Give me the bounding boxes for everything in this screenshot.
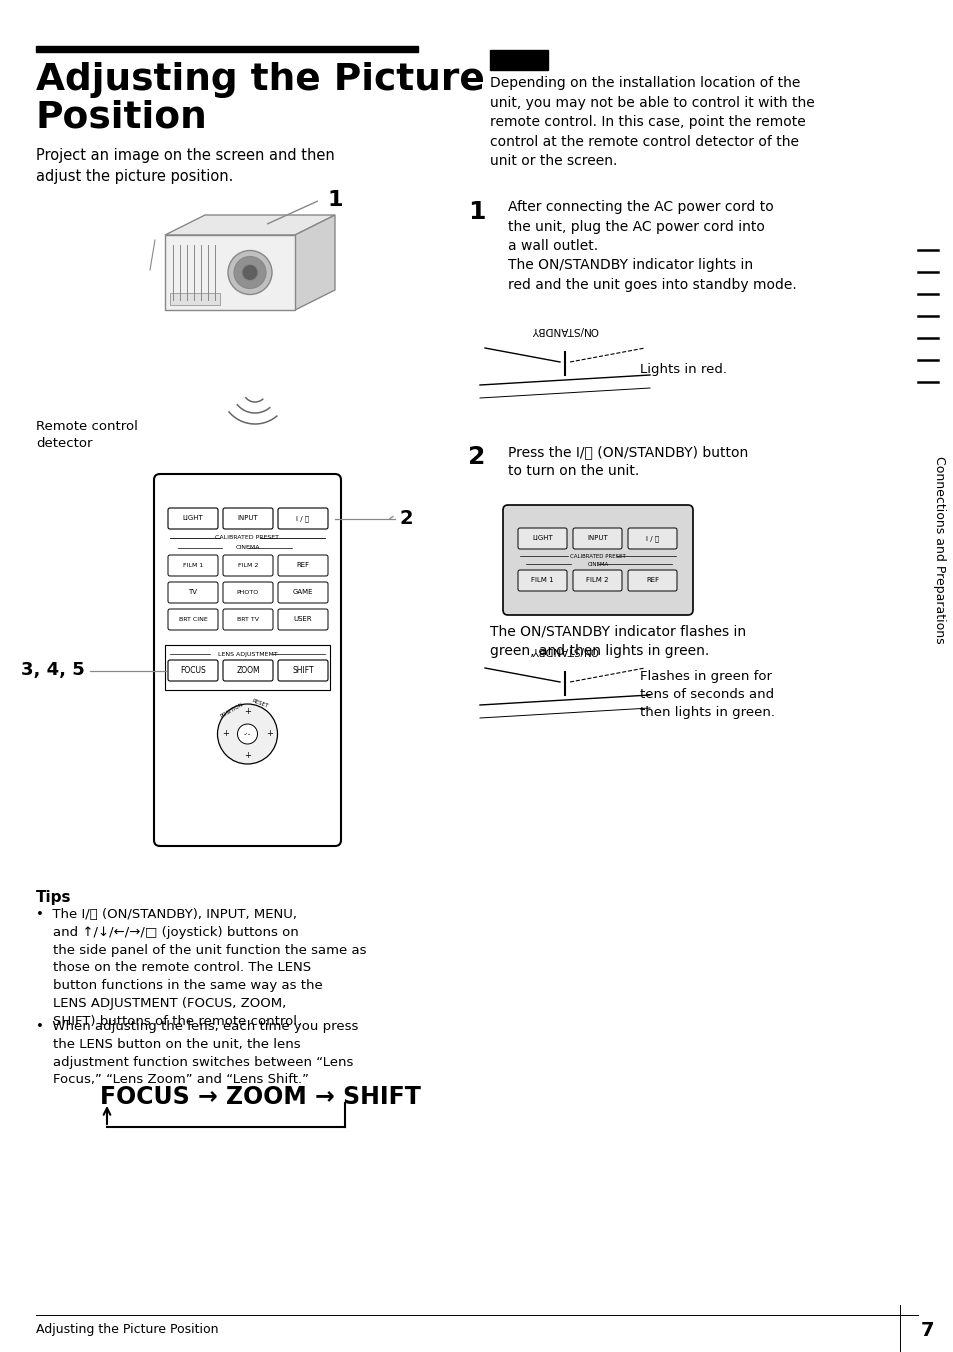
Text: POSITION: POSITION <box>219 702 244 719</box>
FancyBboxPatch shape <box>277 608 328 630</box>
Text: FILM 1: FILM 1 <box>183 562 203 568</box>
Text: I / ⏻: I / ⏻ <box>296 515 309 522</box>
Text: ON/STANDBY: ON/STANDBY <box>531 645 598 654</box>
Text: After connecting the AC power cord to
the unit, plug the AC power cord into
a wa: After connecting the AC power cord to th… <box>507 200 796 292</box>
Text: CINEMA: CINEMA <box>587 562 608 566</box>
Text: Connections and Preparations: Connections and Preparations <box>933 456 945 644</box>
Polygon shape <box>165 215 335 235</box>
Text: ON/STANDBY: ON/STANDBY <box>531 324 598 335</box>
FancyBboxPatch shape <box>168 556 218 576</box>
Text: FOCUS → ZOOM → SHIFT: FOCUS → ZOOM → SHIFT <box>100 1086 420 1109</box>
Text: 1: 1 <box>468 200 485 224</box>
Text: Press the I/⏻ (ON/STANDBY) button
to turn on the unit.: Press the I/⏻ (ON/STANDBY) button to tur… <box>507 445 747 479</box>
FancyBboxPatch shape <box>277 508 328 529</box>
Text: I / ⏻: I / ⏻ <box>645 535 659 542</box>
Bar <box>170 293 220 306</box>
Text: Flashes in green for
tens of seconds and
then lights in green.: Flashes in green for tens of seconds and… <box>639 671 774 719</box>
Text: FILM 2: FILM 2 <box>237 562 258 568</box>
Text: +: + <box>244 752 251 760</box>
Text: USER: USER <box>294 617 312 622</box>
Bar <box>36 46 417 51</box>
FancyBboxPatch shape <box>223 660 273 681</box>
Text: Remote control
detector: Remote control detector <box>36 420 138 450</box>
Text: 1: 1 <box>328 191 343 210</box>
Text: Note: Note <box>494 54 529 68</box>
Text: CALIBRATED PRESET: CALIBRATED PRESET <box>215 535 279 539</box>
Text: Depending on the installation location of the
unit, you may not be able to contr: Depending on the installation location o… <box>490 76 814 168</box>
Text: TV: TV <box>189 589 197 595</box>
Text: Lights in red.: Lights in red. <box>639 364 726 376</box>
FancyBboxPatch shape <box>627 529 677 549</box>
FancyBboxPatch shape <box>223 556 273 576</box>
FancyBboxPatch shape <box>168 608 218 630</box>
Text: ZOOM: ZOOM <box>236 667 259 675</box>
Circle shape <box>228 250 272 295</box>
Text: Adjusting the Picture: Adjusting the Picture <box>36 62 484 97</box>
Circle shape <box>233 257 266 288</box>
Text: BRT TV: BRT TV <box>236 617 258 622</box>
FancyBboxPatch shape <box>223 581 273 603</box>
FancyBboxPatch shape <box>517 571 566 591</box>
Text: •  The I/⏻ (ON/STANDBY), INPUT, MENU,
    and ↑/↓/←/→/□ (joystick) buttons on
  : • The I/⏻ (ON/STANDBY), INPUT, MENU, and… <box>36 909 366 1028</box>
Text: PHOTO: PHOTO <box>236 589 259 595</box>
FancyBboxPatch shape <box>627 571 677 591</box>
Circle shape <box>242 265 257 280</box>
Text: CALIBRATED PRESET: CALIBRATED PRESET <box>570 554 625 558</box>
Text: -·-: -·- <box>244 731 251 737</box>
Polygon shape <box>294 215 335 310</box>
Text: REF: REF <box>296 562 309 568</box>
Text: SHIFT: SHIFT <box>292 667 314 675</box>
Text: RESET: RESET <box>252 699 269 708</box>
Text: +: + <box>222 730 229 738</box>
Text: LENS ADJUSTMEMT: LENS ADJUSTMEMT <box>217 652 277 657</box>
FancyBboxPatch shape <box>517 529 566 549</box>
FancyBboxPatch shape <box>502 506 692 615</box>
Text: BRT CINE: BRT CINE <box>178 617 207 622</box>
FancyBboxPatch shape <box>277 556 328 576</box>
FancyBboxPatch shape <box>168 660 218 681</box>
Text: 3, 4, 5: 3, 4, 5 <box>21 661 85 680</box>
Text: CINEMA: CINEMA <box>235 545 259 550</box>
Text: Adjusting the Picture Position: Adjusting the Picture Position <box>36 1324 218 1337</box>
Text: INPUT: INPUT <box>237 515 258 522</box>
Text: FILM 1: FILM 1 <box>531 577 554 584</box>
Text: REF: REF <box>645 577 659 584</box>
FancyBboxPatch shape <box>573 571 621 591</box>
FancyBboxPatch shape <box>165 645 330 690</box>
FancyBboxPatch shape <box>168 581 218 603</box>
Text: FILM 2: FILM 2 <box>586 577 608 584</box>
Text: •  When adjusting the lens, each time you press
    the LENS button on the unit,: • When adjusting the lens, each time you… <box>36 1019 358 1087</box>
Text: Position: Position <box>36 100 208 137</box>
Text: Tips: Tips <box>36 890 71 904</box>
Text: INPUT: INPUT <box>586 535 607 542</box>
Text: +: + <box>244 707 251 717</box>
Text: Project an image on the screen and then
adjust the picture position.: Project an image on the screen and then … <box>36 147 335 184</box>
FancyBboxPatch shape <box>223 508 273 529</box>
Text: FOCUS: FOCUS <box>180 667 206 675</box>
FancyBboxPatch shape <box>153 475 340 846</box>
Text: 2: 2 <box>468 445 485 469</box>
Text: The ON/STANDBY indicator flashes in
green, and then lights in green.: The ON/STANDBY indicator flashes in gree… <box>490 625 745 658</box>
FancyBboxPatch shape <box>573 529 621 549</box>
FancyBboxPatch shape <box>277 581 328 603</box>
Circle shape <box>237 725 257 744</box>
FancyBboxPatch shape <box>277 660 328 681</box>
Text: LIGHT: LIGHT <box>532 535 553 542</box>
FancyBboxPatch shape <box>223 608 273 630</box>
Text: 2: 2 <box>399 508 414 529</box>
Text: 7: 7 <box>921 1321 934 1340</box>
FancyBboxPatch shape <box>168 508 218 529</box>
Text: LIGHT: LIGHT <box>182 515 203 522</box>
Polygon shape <box>165 235 294 310</box>
Text: GAME: GAME <box>293 589 313 595</box>
Circle shape <box>217 704 277 764</box>
Bar <box>490 50 547 70</box>
Text: +: + <box>266 730 273 738</box>
